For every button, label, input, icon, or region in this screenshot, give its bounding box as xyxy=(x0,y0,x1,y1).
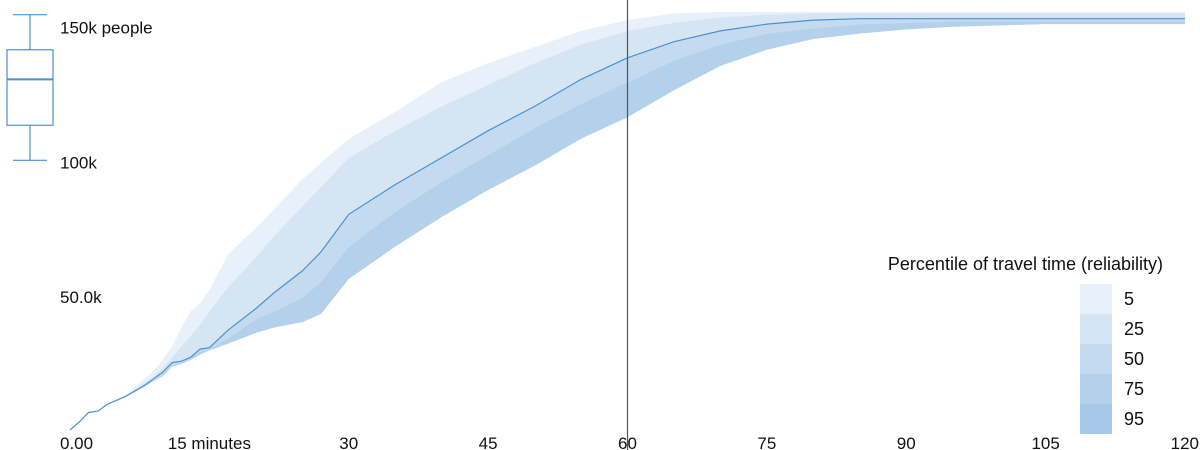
x-tick-label: 0.00 xyxy=(60,434,93,450)
legend-swatch-25 xyxy=(1080,314,1112,344)
x-tick-label: 75 xyxy=(757,434,776,450)
legend-label-75: 75 xyxy=(1124,379,1144,399)
x-tick-label: 45 xyxy=(479,434,498,450)
boxplot-box xyxy=(6,49,54,126)
x-axis-ticks: 0.00 15 minutes 30 45 60 75 90 105 120 xyxy=(60,434,1199,450)
x-tick-label: 60 xyxy=(618,434,637,450)
legend-swatch-5 xyxy=(1080,284,1112,314)
x-tick-label: 30 xyxy=(339,434,358,450)
median-line xyxy=(69,18,1185,431)
y-axis-ticks: 50.0k 100k 150k people xyxy=(60,18,153,307)
legend-swatch-95 xyxy=(1080,404,1112,434)
x-tick-label: 90 xyxy=(897,434,916,450)
y-tick-label: 50.0k xyxy=(60,288,102,307)
legend-title: Percentile of travel time (reliability) xyxy=(888,254,1163,274)
percentile-band-25-50 xyxy=(70,13,1185,431)
x-tick-label: 120 xyxy=(1171,434,1199,450)
legend-label-95: 95 xyxy=(1124,409,1144,429)
legend-swatch-75 xyxy=(1080,374,1112,404)
x-tick-label: 105 xyxy=(1031,434,1059,450)
x-tick-label: 15 minutes xyxy=(168,434,251,450)
legend-entries: 5 25 50 75 95 xyxy=(1080,284,1144,434)
legend-swatch-50 xyxy=(1080,344,1112,374)
legend-label-25: 25 xyxy=(1124,319,1144,339)
y-tick-label: 100k xyxy=(60,153,97,172)
y-tick-label: 150k people xyxy=(60,18,153,37)
legend-label-5: 5 xyxy=(1124,289,1134,309)
legend-label-50: 50 xyxy=(1124,349,1144,369)
boxplot xyxy=(6,14,54,161)
legend: Percentile of travel time (reliability) … xyxy=(888,254,1163,434)
